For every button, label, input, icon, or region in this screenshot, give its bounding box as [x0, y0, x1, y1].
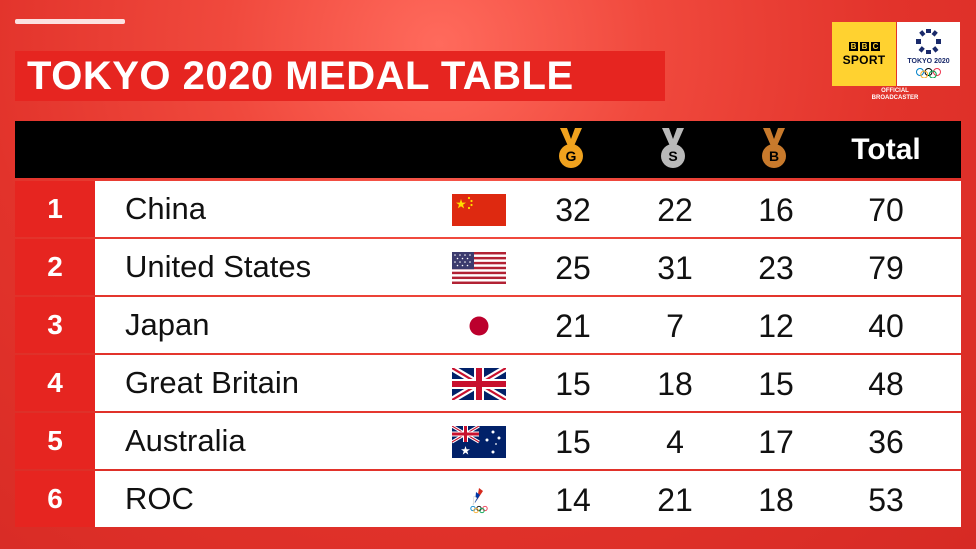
china-flag-icon [452, 194, 506, 226]
row-background [95, 413, 961, 469]
row-background [95, 355, 961, 411]
table-row: 2 United States 25 31 23 79 [15, 239, 961, 295]
silver-count: 18 [657, 366, 693, 402]
tokyo-2020-logo: TOKYO 2020 [897, 22, 960, 86]
bbc-letter-b1: B [849, 42, 858, 51]
decorative-top-line [15, 19, 125, 24]
total-count: 70 [868, 192, 904, 228]
silver-count: 7 [666, 308, 684, 344]
bbc-blocks: B B C [849, 42, 880, 51]
silver-count: 22 [657, 192, 693, 228]
japan-flag-icon [452, 310, 506, 342]
rank-cell: 6 [15, 471, 95, 527]
tokyo-2020-label: TOKYO 2020 [907, 58, 950, 65]
country-name: ROC [125, 481, 194, 516]
page-title: TOKYO 2020 MEDAL TABLE [27, 54, 574, 98]
silver-count: 31 [657, 250, 693, 286]
bbc-letter-b2: B [860, 42, 869, 51]
bronze-count: 18 [758, 482, 794, 518]
silver-count: 21 [657, 482, 693, 518]
country-name: Japan [125, 307, 210, 342]
total-count: 36 [868, 424, 904, 460]
australia-flag-icon [452, 426, 506, 458]
olympic-rings-icon [916, 68, 941, 78]
bronze-count: 15 [758, 366, 794, 402]
row-background [95, 181, 961, 237]
total-count: 48 [868, 366, 904, 402]
gold-count: 15 [555, 366, 591, 402]
bronze-medal-letter: B [769, 148, 779, 164]
rank-cell: 1 [15, 181, 95, 237]
bbc-sport-logo: B B C SPORT [832, 22, 896, 86]
table-row: 6 ROC 14 21 18 53 [15, 471, 961, 527]
rank-cell: 4 [15, 355, 95, 411]
table-row: 3 Japan 21 7 12 40 [15, 297, 961, 353]
table-row: 4 Great Britain 15 18 15 48 [15, 355, 961, 411]
table-header [15, 121, 961, 178]
bronze-medal-icon: B [762, 128, 786, 168]
title-banner [15, 51, 665, 101]
row-background [95, 239, 961, 295]
country-name: Australia [125, 423, 246, 458]
country-name: United States [125, 249, 312, 284]
gold-medal-letter: G [566, 148, 577, 164]
row-background [95, 297, 961, 353]
tagline-line1: OFFICIAL [881, 88, 909, 94]
country-name: Great Britain [125, 365, 300, 400]
total-count: 40 [868, 308, 904, 344]
rank-cell: 2 [15, 239, 95, 295]
total-count: 79 [868, 250, 904, 286]
gold-count: 25 [555, 250, 591, 286]
bronze-count: 12 [758, 308, 794, 344]
roc-emblem-icon [470, 488, 488, 514]
total-column-header: Total [851, 133, 921, 166]
uk-flag-icon [452, 368, 506, 400]
rank-cell: 5 [15, 413, 95, 469]
gold-count: 21 [555, 308, 591, 344]
bronze-count: 17 [758, 424, 794, 460]
official-broadcaster-label: OFFICIAL BROADCASTER [862, 88, 928, 102]
gold-medal-icon: G [559, 128, 583, 168]
bbc-letter-c: C [871, 42, 880, 51]
rank-cell: 3 [15, 297, 95, 353]
gold-count: 15 [555, 424, 591, 460]
silver-medal-letter: S [668, 148, 677, 164]
tagline-line2: BROADCASTER [871, 95, 919, 101]
silver-count: 4 [666, 424, 684, 460]
row-background [95, 471, 961, 527]
gold-count: 32 [555, 192, 591, 228]
country-name: China [125, 191, 206, 226]
table-row: 5 Australia 15 4 17 36 [15, 413, 961, 469]
tokyo-emblem-icon [916, 29, 941, 54]
silver-medal-icon: S [661, 128, 685, 168]
gold-count: 14 [555, 482, 591, 518]
bronze-count: 23 [758, 250, 794, 286]
table-row: 1 China 32 22 16 70 [15, 181, 961, 237]
usa-flag-icon [452, 252, 506, 284]
sport-label: SPORT [842, 53, 886, 67]
bronze-count: 16 [758, 192, 794, 228]
total-count: 53 [868, 482, 904, 518]
